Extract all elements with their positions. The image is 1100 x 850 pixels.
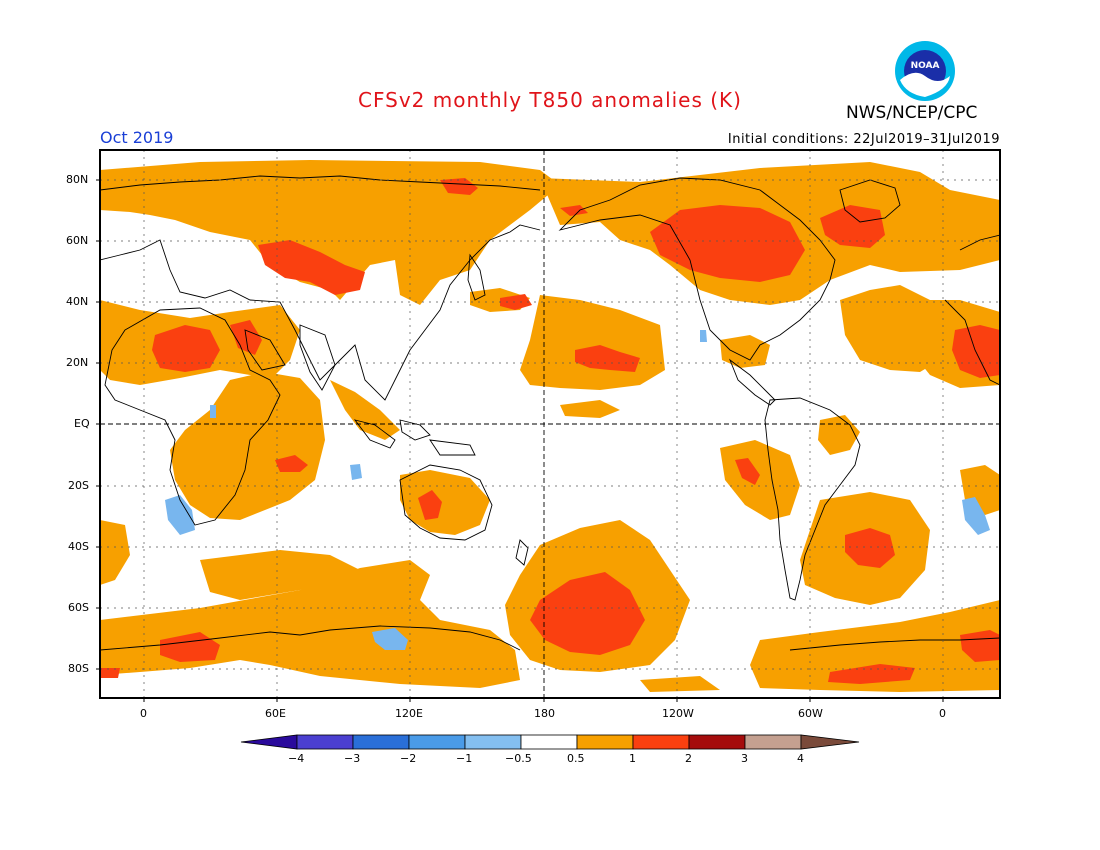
colorbar-cell-3 bbox=[408, 734, 466, 750]
organization-label: NWS/NCEP/CPC bbox=[846, 103, 978, 123]
lat-label-20n: 20N bbox=[66, 356, 89, 369]
colorbar-label: −3 bbox=[344, 752, 361, 765]
map-title: CFSv2 monthly T850 anomalies (K) bbox=[358, 88, 742, 112]
colorbar-cell-1 bbox=[296, 734, 354, 750]
colorbar-label: 1 bbox=[629, 752, 636, 765]
lat-lon-grid bbox=[100, 150, 1000, 698]
noaa-logo-icon: NOAA bbox=[895, 41, 955, 101]
colorbar bbox=[240, 734, 860, 750]
lat-label-60n: 60N bbox=[66, 234, 89, 247]
lat-label-80s: 80S bbox=[68, 662, 89, 675]
lon-label-180: 180 bbox=[534, 707, 555, 720]
lat-label-40s: 40S bbox=[68, 540, 89, 553]
colorbar-cell-7 bbox=[632, 734, 690, 750]
blue-anomaly-regions bbox=[165, 330, 990, 650]
colorbar-cell-6 bbox=[576, 734, 634, 750]
lat-label-80n: 80N bbox=[66, 173, 89, 186]
lon-label-60w: 60W bbox=[798, 707, 823, 720]
coastlines bbox=[100, 175, 1000, 651]
lon-label-0-east: 0 bbox=[939, 707, 946, 720]
lat-label-eq: EQ bbox=[74, 417, 90, 430]
colorbar-cell-4 bbox=[464, 734, 522, 750]
colorbar-label: 0.5 bbox=[567, 752, 585, 765]
colorbar-cell-2 bbox=[352, 734, 410, 750]
colorbar-cell-5 bbox=[520, 734, 578, 750]
colorbar-cell-9 bbox=[744, 734, 802, 750]
lon-label-60e: 60E bbox=[265, 707, 286, 720]
lat-label-20s: 20S bbox=[68, 479, 89, 492]
forecast-month: Oct 2019 bbox=[100, 128, 174, 147]
lon-label-0: 0 bbox=[140, 707, 147, 720]
colorbar-label: 4 bbox=[797, 752, 804, 765]
lat-label-60s: 60S bbox=[68, 601, 89, 614]
lon-label-120e: 120E bbox=[395, 707, 423, 720]
colorbar-cell-8 bbox=[688, 734, 746, 750]
lon-label-120w: 120W bbox=[662, 707, 694, 720]
colorbar-label: −2 bbox=[400, 752, 417, 765]
colorbar-cell-0 bbox=[240, 734, 298, 750]
initial-conditions: Initial conditions: 22Jul2019–31Jul2019 bbox=[727, 132, 1000, 147]
colorbar-cell-10 bbox=[800, 734, 860, 750]
equator-dateline-lines bbox=[100, 150, 1000, 698]
colorbar-label: −0.5 bbox=[505, 752, 532, 765]
colorbar-label: 3 bbox=[741, 752, 748, 765]
colorbar-label: −4 bbox=[288, 752, 305, 765]
red-anomaly-regions bbox=[100, 178, 1000, 684]
colorbar-label: −1 bbox=[456, 752, 473, 765]
svg-text:NOAA: NOAA bbox=[911, 61, 940, 71]
lat-label-40n: 40N bbox=[66, 295, 89, 308]
colorbar-label: 2 bbox=[685, 752, 692, 765]
